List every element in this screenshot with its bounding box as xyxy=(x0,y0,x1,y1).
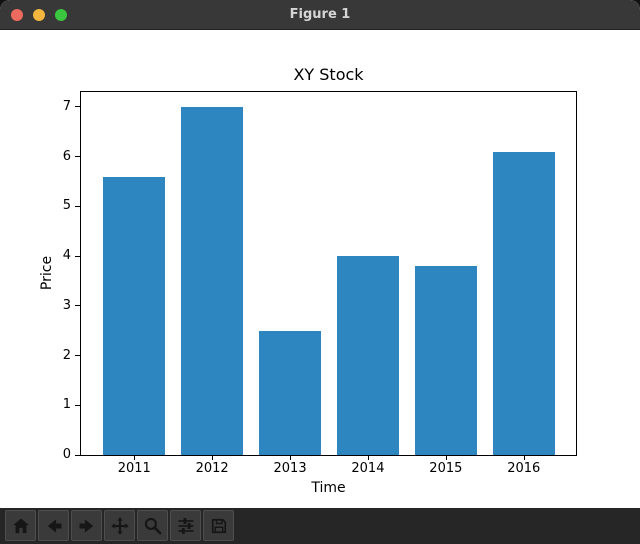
bar-2016 xyxy=(492,151,555,455)
x-tick-label: 2011 xyxy=(117,461,151,476)
y-tick-label: 6 xyxy=(62,148,71,164)
forward-button[interactable] xyxy=(71,510,102,541)
bar-2014 xyxy=(336,256,400,455)
y-tick-mark xyxy=(75,454,80,456)
x-tick-mark xyxy=(134,456,136,460)
titlebar[interactable]: Figure 1 xyxy=(0,0,640,30)
chart-title: XY Stock xyxy=(293,65,364,84)
save-icon xyxy=(211,518,226,533)
x-tick-label: 2013 xyxy=(273,461,307,476)
y-tick-mark xyxy=(75,355,80,357)
figure-canvas: XY Stock Price 0 1 2 3 4 5 6 7 2011 2012 2013 2014 2… xyxy=(0,30,640,508)
y-tick-label: 0 xyxy=(62,447,71,462)
y-tick-mark xyxy=(75,305,80,307)
close-button[interactable] xyxy=(11,9,23,21)
y-tick-label: 1 xyxy=(62,397,71,413)
back-icon xyxy=(47,518,61,533)
x-axis-label: Time xyxy=(311,480,346,496)
subplots-icon xyxy=(178,517,193,534)
x-tick-mark xyxy=(523,456,525,460)
y-tick-mark xyxy=(75,106,80,108)
x-tick-label: 2014 xyxy=(351,461,385,476)
navigation-toolbar xyxy=(0,508,640,544)
y-tick-label: 7 xyxy=(62,98,71,114)
y-tick-mark xyxy=(75,255,80,257)
zoom-icon xyxy=(144,517,161,534)
bar-2012 xyxy=(180,106,244,455)
y-tick-mark xyxy=(75,156,80,158)
bar-2015 xyxy=(414,266,477,455)
y-tick-label: 2 xyxy=(62,347,71,363)
forward-icon xyxy=(79,518,93,533)
x-tick-label: 2012 xyxy=(195,461,229,476)
y-tick-label: 4 xyxy=(62,248,71,264)
minimize-button[interactable] xyxy=(33,9,45,21)
y-tick-label: 5 xyxy=(62,198,71,214)
x-tick-mark xyxy=(290,456,292,460)
pan-button[interactable] xyxy=(104,510,135,541)
pan-icon xyxy=(110,516,129,535)
x-tick-mark xyxy=(445,456,447,460)
zoom-button[interactable] xyxy=(137,510,168,541)
home-button[interactable] xyxy=(5,510,36,541)
y-tick-mark xyxy=(75,404,80,406)
save-button[interactable] xyxy=(203,510,234,541)
bar-2013 xyxy=(258,330,322,455)
subplots-button[interactable] xyxy=(170,510,201,541)
y-tick-label: 3 xyxy=(62,297,71,313)
x-tick-label: 2016 xyxy=(507,461,541,476)
x-tick-label: 2015 xyxy=(429,461,463,476)
back-button[interactable] xyxy=(38,510,69,541)
home-icon xyxy=(12,518,29,533)
x-tick-mark xyxy=(212,456,214,460)
plot-canvas[interactable] xyxy=(80,91,577,456)
bar-2011 xyxy=(103,176,166,455)
y-tick-mark xyxy=(75,205,80,207)
window-title: Figure 1 xyxy=(289,7,351,22)
x-tick-mark xyxy=(367,456,369,460)
zoom-window-button[interactable] xyxy=(55,9,67,21)
